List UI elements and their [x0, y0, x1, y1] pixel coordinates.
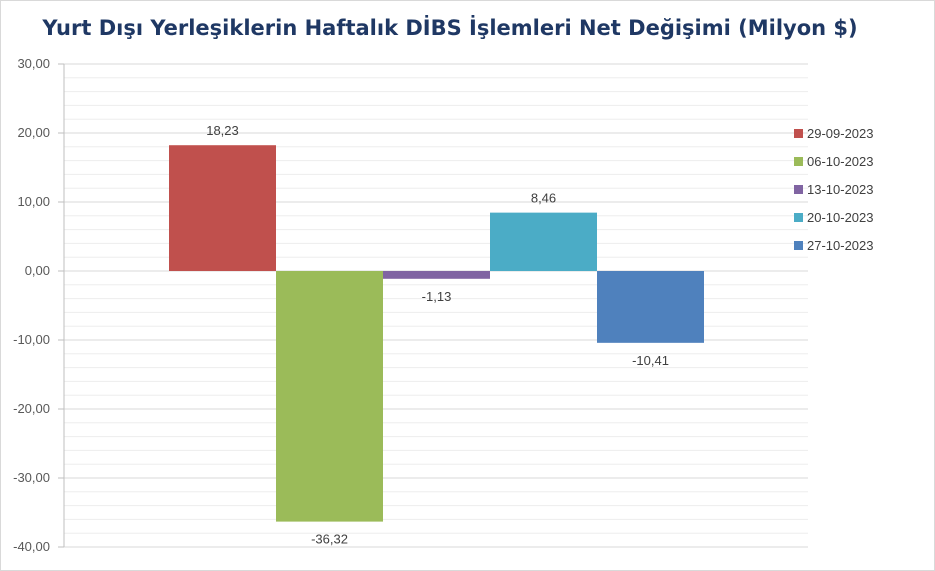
legend-label: 06-10-2023	[807, 153, 874, 169]
data-label: -1,13	[422, 289, 452, 304]
y-tick-label: -40,00	[13, 539, 50, 554]
legend: 29-09-2023 06-10-2023 13-10-2023 20-10-2023…	[794, 119, 874, 259]
legend-label: 20-10-2023	[807, 209, 874, 225]
legend-item: 20-10-2023	[794, 203, 874, 231]
legend-swatch	[794, 212, 803, 222]
y-tick-label: -10,00	[13, 332, 50, 347]
bar	[490, 212, 597, 271]
bar	[169, 145, 276, 271]
data-label: -36,32	[311, 532, 348, 547]
legend-swatch	[794, 184, 803, 194]
legend-item: 13-10-2023	[794, 175, 874, 203]
y-tick-label: 20,00	[17, 125, 50, 140]
legend-swatch	[794, 240, 803, 250]
y-tick-label: -30,00	[13, 470, 50, 485]
legend-item: 29-09-2023	[794, 119, 874, 147]
chart-title: Yurt Dışı Yerleşiklerin Haftalık DİBS İş…	[42, 16, 858, 40]
legend-item: 27-10-2023	[794, 231, 874, 259]
y-tick-label: 0,00	[25, 263, 50, 278]
legend-swatch	[794, 156, 803, 166]
data-label: 18,23	[206, 123, 239, 138]
legend-label: 27-10-2023	[807, 237, 874, 253]
data-label: -10,41	[632, 353, 669, 368]
legend-item: 06-10-2023	[794, 147, 874, 175]
legend-label: 13-10-2023	[807, 181, 874, 197]
bar	[597, 271, 704, 343]
y-tick-label: -20,00	[13, 401, 50, 416]
bar	[276, 271, 383, 522]
y-tick-label: 10,00	[17, 194, 50, 209]
legend-swatch	[794, 128, 803, 138]
y-tick-label: 30,00	[17, 56, 50, 71]
bar	[383, 271, 490, 279]
data-label: 8,46	[531, 191, 556, 206]
legend-label: 29-09-2023	[807, 125, 874, 141]
